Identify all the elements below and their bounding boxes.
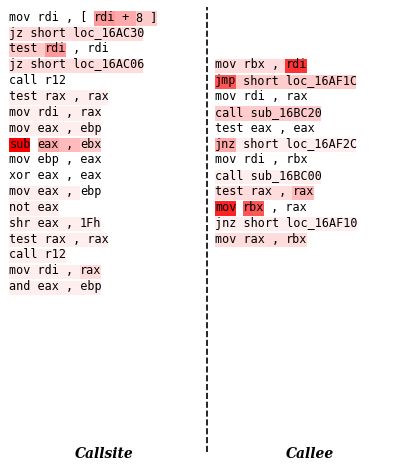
Text: mov rdi , rax: mov rdi , rax bbox=[214, 90, 307, 103]
Text: rbx: rbx bbox=[285, 233, 306, 246]
Text: test eax , eax: test eax , eax bbox=[214, 122, 314, 135]
Text: mov rax ,: mov rax , bbox=[214, 233, 285, 246]
Text: short loc_16AF1C: short loc_16AF1C bbox=[235, 74, 356, 87]
Bar bbox=[9, 90, 108, 105]
Text: short loc_16AF2C: short loc_16AF2C bbox=[235, 138, 356, 150]
Bar bbox=[214, 106, 320, 120]
Bar bbox=[9, 280, 101, 295]
Text: not eax: not eax bbox=[9, 201, 59, 214]
Bar bbox=[214, 138, 235, 152]
Text: call sub_16BC00: call sub_16BC00 bbox=[214, 169, 321, 182]
Bar bbox=[9, 122, 101, 137]
Text: rax: rax bbox=[80, 264, 101, 278]
Text: call sub_16BC20: call sub_16BC20 bbox=[214, 106, 321, 119]
Text: ebp: ebp bbox=[80, 185, 101, 198]
Text: Callsite: Callsite bbox=[75, 446, 133, 461]
Text: sub: sub bbox=[9, 138, 31, 150]
Bar bbox=[9, 106, 101, 120]
Bar bbox=[9, 265, 80, 279]
Text: rdi: rdi bbox=[285, 58, 306, 71]
Bar bbox=[214, 233, 285, 248]
Bar bbox=[214, 186, 292, 200]
Text: mov eax , ebp: mov eax , ebp bbox=[9, 122, 102, 135]
Text: call r12: call r12 bbox=[9, 74, 66, 87]
Bar bbox=[80, 138, 101, 152]
Bar bbox=[9, 201, 59, 216]
Text: rdi: rdi bbox=[94, 11, 115, 24]
Text: ,: , bbox=[59, 138, 80, 150]
Text: jz short loc_16AC30: jz short loc_16AC30 bbox=[9, 27, 145, 40]
Text: test rax ,: test rax , bbox=[214, 185, 293, 198]
Bar bbox=[9, 249, 66, 263]
Bar bbox=[9, 217, 80, 231]
Text: eax: eax bbox=[38, 138, 59, 150]
Text: mov rdi , rax: mov rdi , rax bbox=[9, 106, 102, 119]
Bar bbox=[136, 11, 157, 26]
Bar bbox=[9, 233, 108, 248]
Bar bbox=[115, 11, 136, 26]
Text: mov rdi , [: mov rdi , [ bbox=[9, 11, 95, 24]
Bar bbox=[214, 201, 235, 216]
Bar bbox=[214, 75, 235, 89]
Text: test: test bbox=[9, 42, 45, 55]
Bar bbox=[9, 59, 143, 73]
Text: test rax , rax: test rax , rax bbox=[9, 233, 109, 246]
Text: jz short loc_16AC06: jz short loc_16AC06 bbox=[9, 58, 145, 71]
Bar bbox=[9, 186, 80, 200]
Text: rdi: rdi bbox=[45, 42, 66, 55]
Bar bbox=[9, 43, 45, 57]
Bar bbox=[285, 59, 306, 73]
Text: xor eax , eax: xor eax , eax bbox=[9, 169, 102, 182]
Text: jnz: jnz bbox=[214, 138, 236, 150]
Bar bbox=[94, 11, 115, 26]
Text: 1Fh: 1Fh bbox=[80, 217, 101, 230]
Text: 8 ]: 8 ] bbox=[136, 11, 157, 24]
Bar bbox=[285, 233, 306, 248]
Text: mov eax ,: mov eax , bbox=[9, 185, 81, 198]
Text: call r12: call r12 bbox=[9, 248, 66, 261]
Text: , rdi: , rdi bbox=[66, 42, 108, 55]
Bar bbox=[292, 186, 313, 200]
Bar bbox=[214, 169, 320, 184]
Text: jmp: jmp bbox=[214, 74, 236, 87]
Text: rax: rax bbox=[292, 185, 313, 198]
Bar bbox=[235, 75, 355, 89]
Text: Callee: Callee bbox=[285, 446, 333, 461]
Text: mov rbx ,: mov rbx , bbox=[214, 58, 285, 71]
Text: ebx: ebx bbox=[80, 138, 101, 150]
Bar bbox=[242, 201, 263, 216]
Bar bbox=[80, 265, 101, 279]
Text: rbx: rbx bbox=[242, 201, 264, 214]
Bar bbox=[80, 217, 101, 231]
Text: test rax , rax: test rax , rax bbox=[9, 90, 109, 103]
Text: mov ebp , eax: mov ebp , eax bbox=[9, 153, 102, 167]
Text: mov rdi , rbx: mov rdi , rbx bbox=[214, 153, 307, 167]
Bar bbox=[235, 138, 355, 152]
Bar bbox=[45, 43, 66, 57]
Text: shr eax ,: shr eax , bbox=[9, 217, 81, 230]
Bar bbox=[9, 27, 143, 41]
Bar bbox=[214, 217, 355, 231]
Text: +: + bbox=[115, 11, 136, 24]
Text: , rax: , rax bbox=[263, 201, 306, 214]
Bar bbox=[38, 138, 59, 152]
Bar bbox=[214, 59, 285, 73]
Text: mov rdi ,: mov rdi , bbox=[9, 264, 81, 278]
Bar bbox=[59, 138, 80, 152]
Text: and eax , ebp: and eax , ebp bbox=[9, 280, 102, 293]
Text: mov: mov bbox=[214, 201, 236, 214]
Text: jnz short loc_16AF10: jnz short loc_16AF10 bbox=[214, 217, 356, 230]
Bar bbox=[9, 138, 31, 152]
